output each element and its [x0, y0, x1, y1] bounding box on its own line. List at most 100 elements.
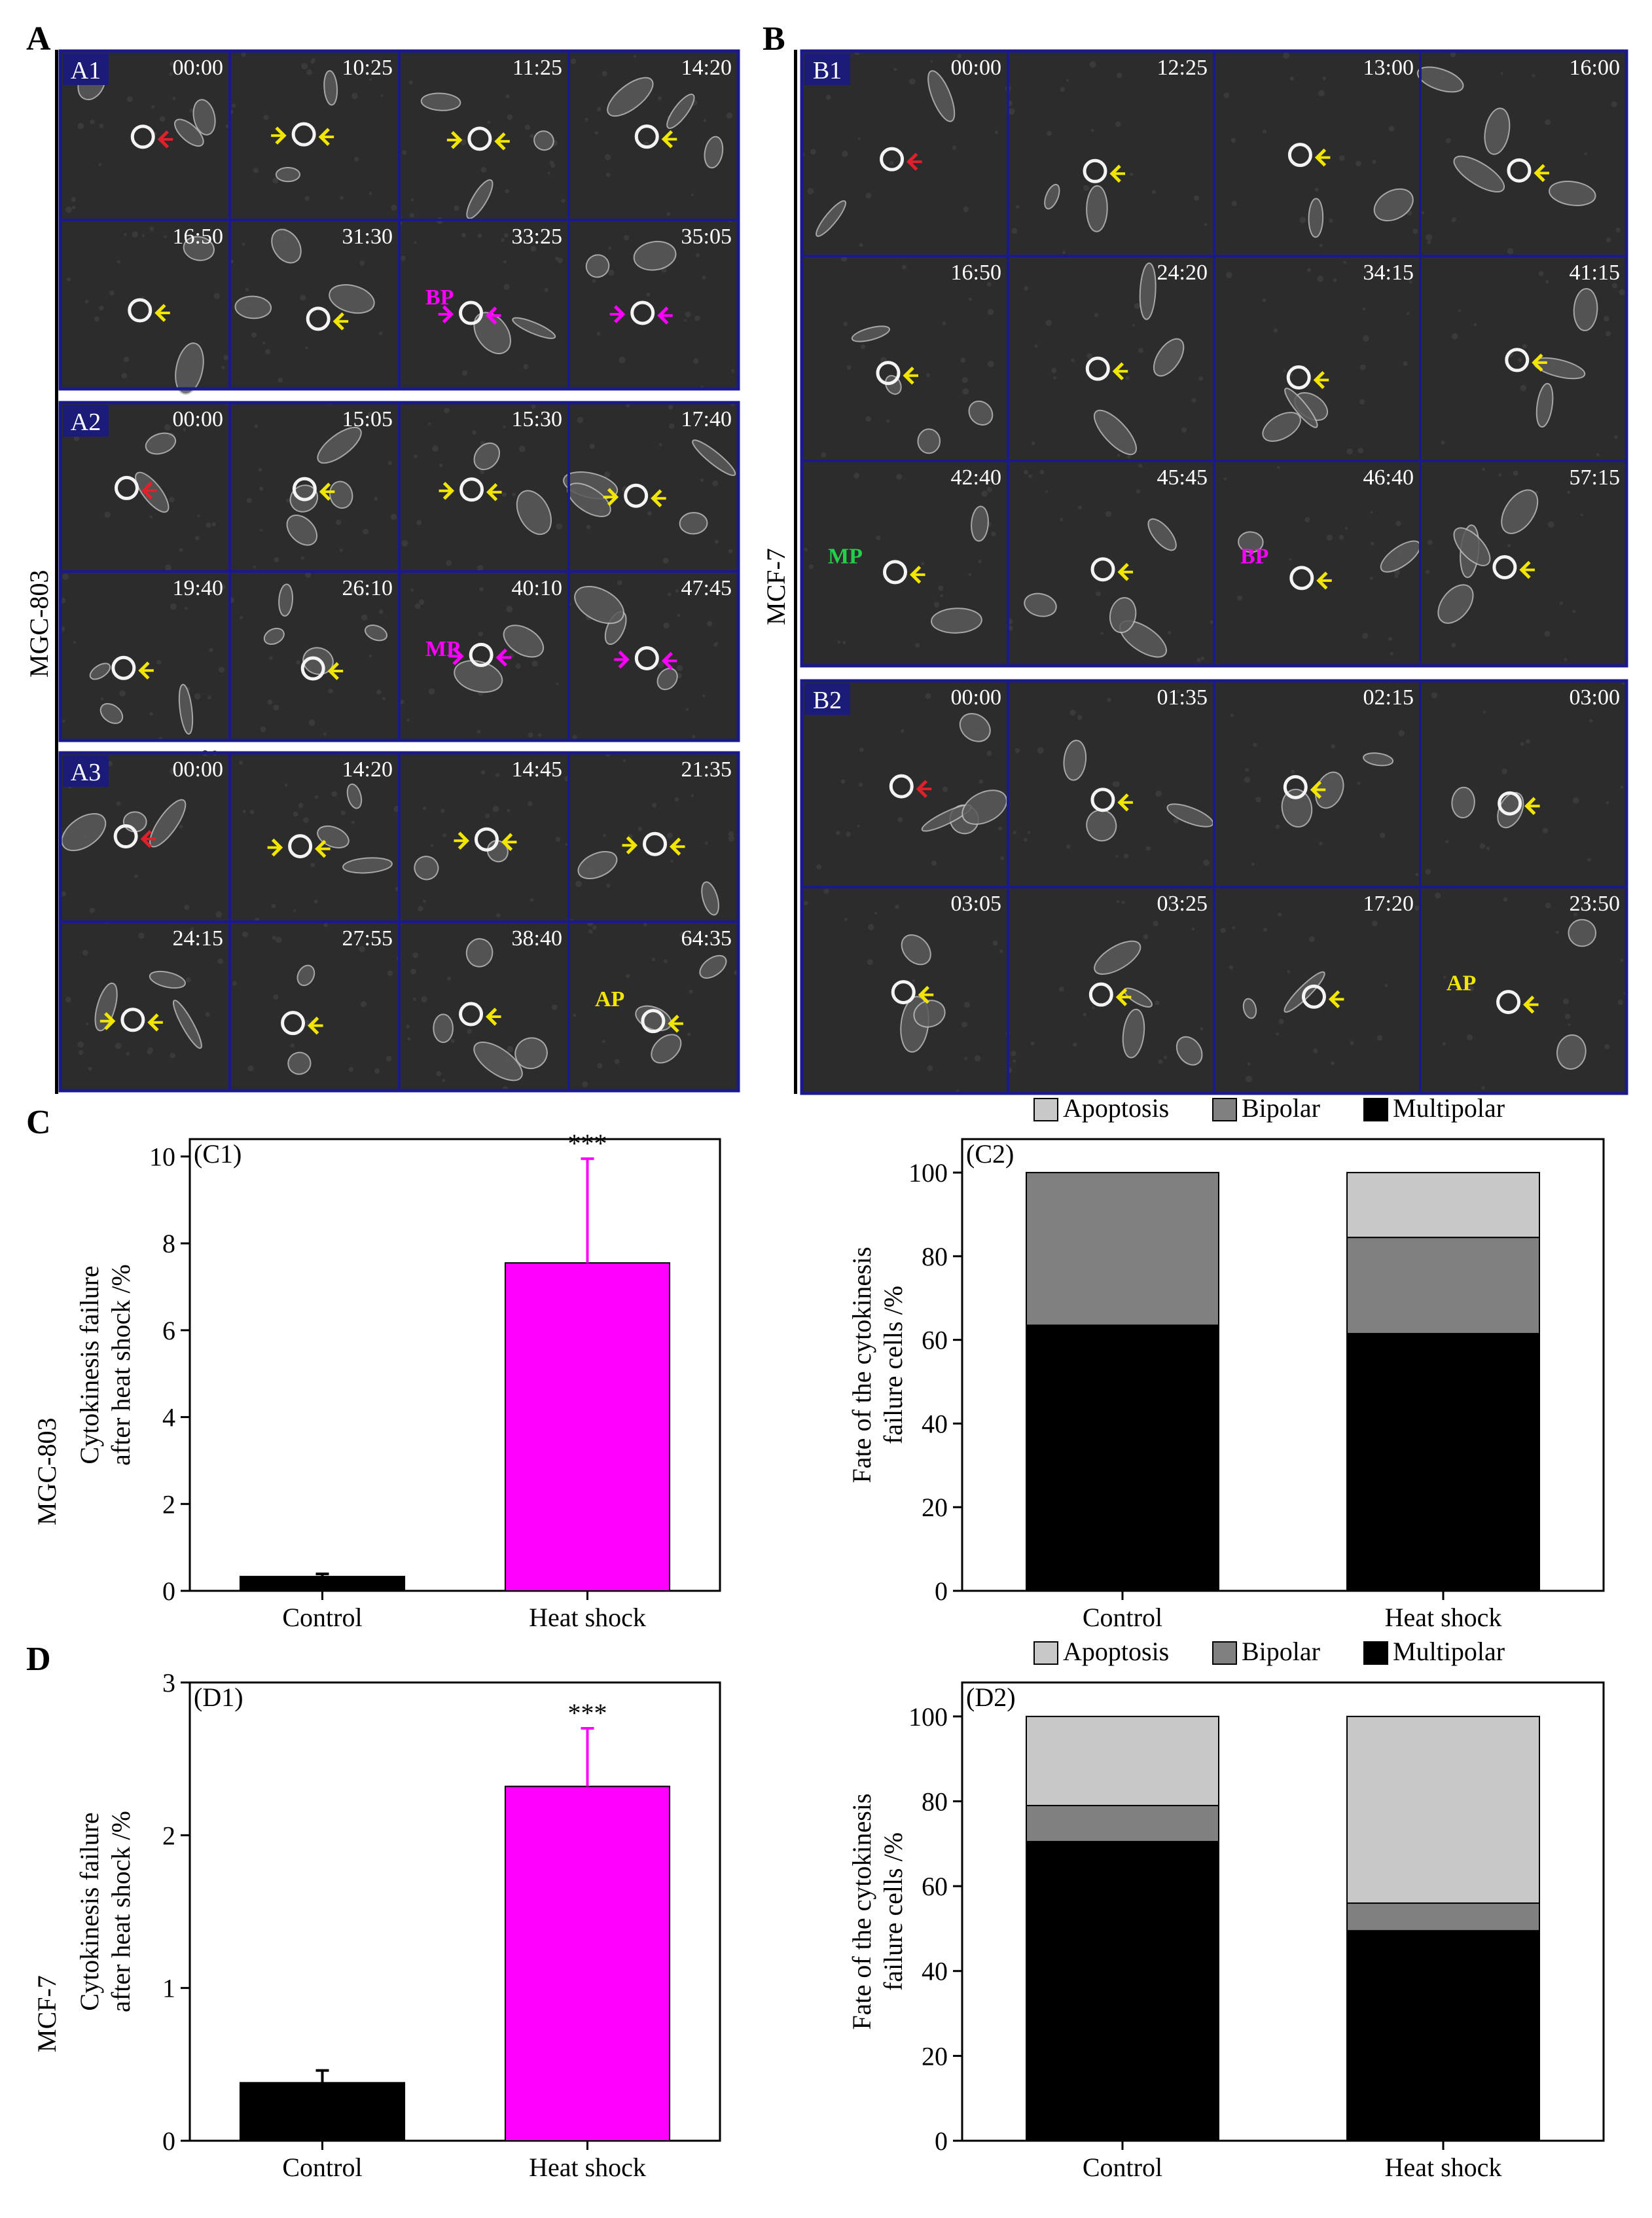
cell-blob: [329, 481, 353, 509]
texture-speck: [159, 116, 166, 122]
texture-speck: [149, 515, 153, 518]
y-tick-label: 6: [162, 1316, 175, 1345]
texture-speck: [253, 168, 259, 173]
y-axis-label: Cytokinesis failure: [75, 1812, 104, 2010]
texture-speck: [382, 697, 386, 700]
texture-speck: [273, 994, 279, 1000]
texture-speck: [693, 358, 699, 364]
texture-speck: [518, 445, 526, 452]
y-tick-label: 2: [162, 1489, 175, 1519]
texture-speck: [702, 275, 706, 280]
texture-speck: [1567, 490, 1571, 494]
texture-speck: [687, 930, 691, 934]
texture-speck: [925, 693, 931, 699]
texture-speck: [691, 193, 694, 196]
texture-speck: [1619, 289, 1625, 296]
texture-speck: [808, 564, 814, 570]
texture-speck: [927, 1065, 933, 1072]
timestamp: 34:15: [1363, 261, 1414, 285]
cell-blob: [1568, 918, 1597, 947]
texture-speck: [1394, 574, 1399, 579]
texture-speck: [921, 562, 925, 566]
texture-speck: [605, 172, 611, 177]
texture-speck: [1220, 928, 1226, 934]
rounded-cell: [111, 655, 136, 680]
texture-speck: [314, 900, 318, 904]
cell-blob: [1063, 740, 1087, 781]
texture-speck: [1262, 298, 1266, 302]
texture-speck: [1356, 160, 1361, 167]
texture-speck: [1604, 1044, 1610, 1049]
block-frame: [800, 49, 1628, 668]
arrow-marker: [1534, 164, 1545, 183]
texture-speck: [1134, 302, 1141, 310]
texture-speck: [1431, 692, 1438, 699]
timestamp: 64:35: [681, 926, 732, 951]
timestamp: 03:00: [1570, 685, 1620, 710]
cell-blob: [454, 660, 503, 693]
cell-blob: [971, 505, 989, 542]
timestamp: 38:40: [512, 926, 562, 951]
texture-speck: [390, 513, 397, 520]
texture-speck: [626, 403, 630, 408]
texture-speck: [1443, 975, 1446, 979]
texture-speck: [1388, 126, 1395, 132]
texture-speck: [683, 319, 687, 322]
timestamp: 26:10: [342, 576, 393, 600]
texture-speck: [1589, 719, 1593, 723]
texture-speck: [844, 917, 848, 921]
panel-letter-d: D: [26, 1641, 51, 1678]
timestamp: 15:05: [342, 407, 393, 431]
texture-speck: [857, 824, 860, 827]
rounded-cell: [306, 306, 331, 331]
texture-speck: [1121, 900, 1125, 904]
texture-speck: [544, 287, 548, 293]
texture-speck: [402, 150, 406, 155]
texture-speck: [1376, 1034, 1383, 1041]
texture-speck: [273, 704, 279, 711]
cell-blob: [433, 1013, 454, 1044]
texture-speck: [1326, 534, 1333, 541]
texture-speck: [1107, 697, 1111, 702]
texture-speck: [1407, 312, 1410, 316]
texture-speck: [107, 761, 113, 767]
cell-blob: [346, 783, 363, 809]
texture-speck: [524, 124, 531, 130]
texture-speck: [310, 862, 315, 867]
rounded-cell: [291, 122, 316, 147]
texture-speck: [963, 1057, 968, 1061]
texture-speck: [98, 162, 102, 166]
texture-speck: [626, 973, 630, 979]
texture-speck: [991, 532, 996, 537]
texture-speck: [1611, 101, 1617, 107]
texture-speck: [1223, 477, 1227, 481]
micrograph-block-a3: 00:00 14:20 14:45 21:35 24:15 27:55 38:40 64:35…: [58, 750, 740, 1093]
texture-speck: [668, 405, 673, 410]
cell-blob: [666, 94, 695, 129]
significance-marker: ***: [568, 1698, 607, 1728]
cell-blob: [679, 512, 708, 535]
texture-speck: [1127, 455, 1131, 459]
y-tick-label: 80: [922, 1242, 948, 1271]
texture-speck: [1339, 155, 1345, 161]
texture-speck: [300, 556, 304, 560]
texture-speck: [901, 264, 907, 270]
texture-speck: [1319, 841, 1323, 846]
stacked-segment: [1346, 1237, 1540, 1335]
texture-speck: [151, 105, 155, 109]
texture-speck: [895, 905, 899, 909]
texture-speck: [931, 860, 937, 866]
texture-speck: [467, 1028, 472, 1034]
y-axis-label: Fate of the cytokinesis: [847, 1793, 876, 2029]
texture-speck: [432, 445, 439, 452]
timestamp: 00:00: [951, 56, 1001, 80]
texture-speck: [206, 522, 211, 528]
rounded-cell: [1505, 348, 1530, 373]
texture-speck: [1371, 920, 1378, 927]
texture-speck: [968, 573, 972, 576]
texture-speck: [614, 1059, 620, 1064]
texture-speck: [1168, 894, 1171, 898]
cell-blob: [699, 954, 727, 979]
cell-blob: [961, 790, 1007, 825]
cell-blob: [1094, 940, 1141, 975]
